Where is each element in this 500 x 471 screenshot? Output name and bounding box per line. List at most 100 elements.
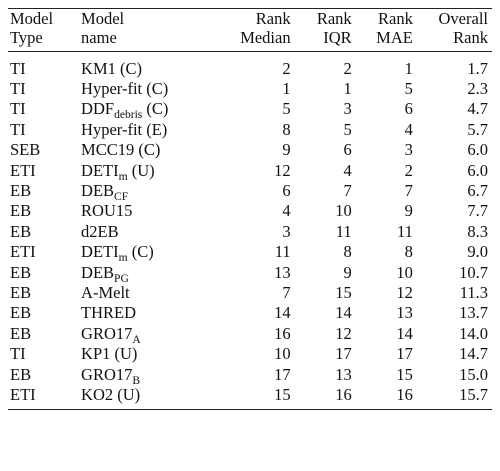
cell-rank-median: 8 [282, 119, 291, 139]
cell-model-type: EB [10, 262, 32, 282]
cell-model-type: EB [10, 181, 32, 201]
cell-rank-iqr: 7 [343, 181, 352, 201]
header-line: Median [240, 28, 291, 47]
table-row: TI KM1 (C) 2 2 1 1.7 [8, 52, 492, 79]
header-rank-mae: Rank MAE [352, 9, 413, 52]
cell-model-name: Hyper-fit (C) [81, 78, 198, 98]
model-name-text: DETI [81, 160, 119, 180]
model-name-suffix: (U) [127, 160, 155, 180]
table-row: ETI DETIm (C) 11 8 8 9.0 [8, 242, 492, 265]
model-name-text: Hyper-fit (C) [81, 79, 169, 99]
cell-rank-iqr: 8 [343, 242, 352, 262]
model-name-text: KP1 (U) [81, 344, 138, 364]
cell-model-type: EB [10, 303, 32, 323]
model-name-text: THRED [81, 303, 137, 323]
cell-rank-iqr: 9 [343, 262, 352, 282]
cell-rank-mae: 3 [404, 140, 413, 160]
cell-rank-iqr: 11 [335, 221, 352, 241]
model-name-text: DDF [81, 99, 115, 119]
cell-model-type: ETI [10, 160, 36, 180]
cell-overall-rank: 11.3 [459, 282, 488, 302]
cell-model-name: DETIm (C) [81, 242, 198, 265]
cell-model-type: SEB [10, 140, 41, 160]
cell-overall-rank: 6.0 [467, 160, 488, 180]
header-line: name [81, 28, 117, 47]
cell-model-name: DEBCF [81, 180, 198, 204]
cell-rank-iqr: 5 [343, 119, 352, 139]
model-name-subscript: PG [114, 272, 129, 285]
cell-rank-mae: 14 [396, 323, 413, 343]
model-name-text: d2EB [81, 221, 119, 241]
cell-rank-median: 5 [282, 99, 291, 119]
cell-overall-rank: 2.3 [467, 79, 488, 99]
cell-rank-median: 15 [274, 384, 291, 404]
cell-model-type: TI [10, 79, 26, 99]
table-body: TI KM1 (C) 2 2 1 1.7 TI Hyper-fit (C) 1 1 5 2.3 TI DD… [8, 52, 492, 410]
cell-rank-median: 14 [274, 303, 291, 323]
cell-model-type: EB [10, 201, 32, 221]
table-row: EB GRO17A 16 12 14 14.0 [8, 323, 492, 346]
table-row: SEB MCC19 (C) 9 6 3 6.0 [8, 140, 492, 160]
model-name-text: DEB [81, 181, 115, 201]
cell-rank-iqr: 15 [335, 282, 352, 302]
cell-rank-median: 4 [282, 201, 291, 221]
model-name-suffix: (C) [142, 99, 169, 119]
cell-rank-median: 16 [274, 323, 291, 343]
cell-rank-iqr: 17 [335, 344, 352, 364]
cell-rank-iqr: 2 [343, 58, 352, 78]
cell-model-type: TI [10, 99, 26, 119]
cell-overall-rank: 14.7 [459, 344, 488, 364]
table-row: EB d2EB 3 11 11 8.3 [8, 221, 492, 241]
model-name-text: ROU15 [81, 201, 133, 221]
cell-rank-median: 9 [282, 140, 291, 160]
cell-model-name: DETIm (U) [81, 160, 198, 183]
cell-rank-median: 17 [274, 364, 291, 384]
header-line: Rank [255, 9, 291, 28]
model-name-text: DETI [81, 242, 119, 262]
model-name-text: KO2 (U) [81, 384, 141, 404]
table-row: ETI DETIm (U) 12 4 2 6.0 [8, 160, 492, 183]
cell-model-name: KM1 (C) [81, 52, 198, 79]
cell-rank-mae: 4 [404, 119, 413, 139]
cell-model-type: TI [10, 344, 26, 364]
cell-rank-iqr: 13 [335, 364, 352, 384]
cell-model-type: TI [10, 58, 26, 78]
cell-overall-rank: 15.0 [459, 364, 488, 384]
header-line: IQR [323, 28, 352, 47]
model-name-subscript: CF [114, 191, 129, 204]
table-row: TI DDFdebris (C) 5 3 6 4.7 [8, 99, 492, 121]
cell-model-name: KP1 (U) [81, 343, 198, 363]
table-row: ETI KO2 (U) 15 16 16 15.7 [8, 384, 492, 410]
cell-rank-mae: 15 [396, 364, 413, 384]
model-name-subscript: m [118, 252, 128, 265]
header-line: Overall [438, 9, 488, 28]
cell-overall-rank: 6.0 [467, 140, 488, 160]
cell-rank-mae: 6 [404, 99, 413, 119]
header-overall-rank: Overall Rank [413, 9, 492, 52]
header-line: Model [10, 9, 54, 28]
table-row: EB THRED 14 14 13 13.7 [8, 303, 492, 323]
cell-model-type: EB [10, 364, 32, 384]
table-row: EB DEBPG 13 9 10 10.7 [8, 262, 492, 285]
cell-rank-median: 7 [282, 282, 291, 302]
cell-rank-iqr: 6 [343, 140, 352, 160]
table-row: TI Hyper-fit (C) 1 1 5 2.3 [8, 78, 492, 98]
model-ranking-table: Model Type Model name Rank Median Rank I… [8, 8, 492, 410]
cell-rank-mae: 13 [396, 303, 413, 323]
table-row: EB ROU15 4 10 9 7.7 [8, 201, 492, 221]
header-model-name: Model name [81, 9, 198, 52]
cell-model-name: DEBPG [81, 262, 198, 285]
table-row: EB GRO17B 17 13 15 15.0 [8, 364, 492, 387]
cell-model-name: d2EB [81, 221, 198, 241]
cell-model-type: EB [10, 323, 32, 343]
model-name-text: GRO17 [81, 323, 133, 343]
cell-rank-mae: 7 [404, 181, 413, 201]
header-line: MAE [376, 28, 413, 47]
cell-overall-rank: 4.7 [467, 99, 488, 119]
cell-model-type: ETI [10, 384, 36, 404]
cell-rank-iqr: 1 [343, 79, 352, 99]
model-name-text: KM1 (C) [81, 58, 143, 78]
cell-rank-iqr: 16 [335, 384, 352, 404]
cell-model-name: Hyper-fit (E) [81, 119, 198, 139]
cell-rank-mae: 9 [404, 201, 413, 221]
